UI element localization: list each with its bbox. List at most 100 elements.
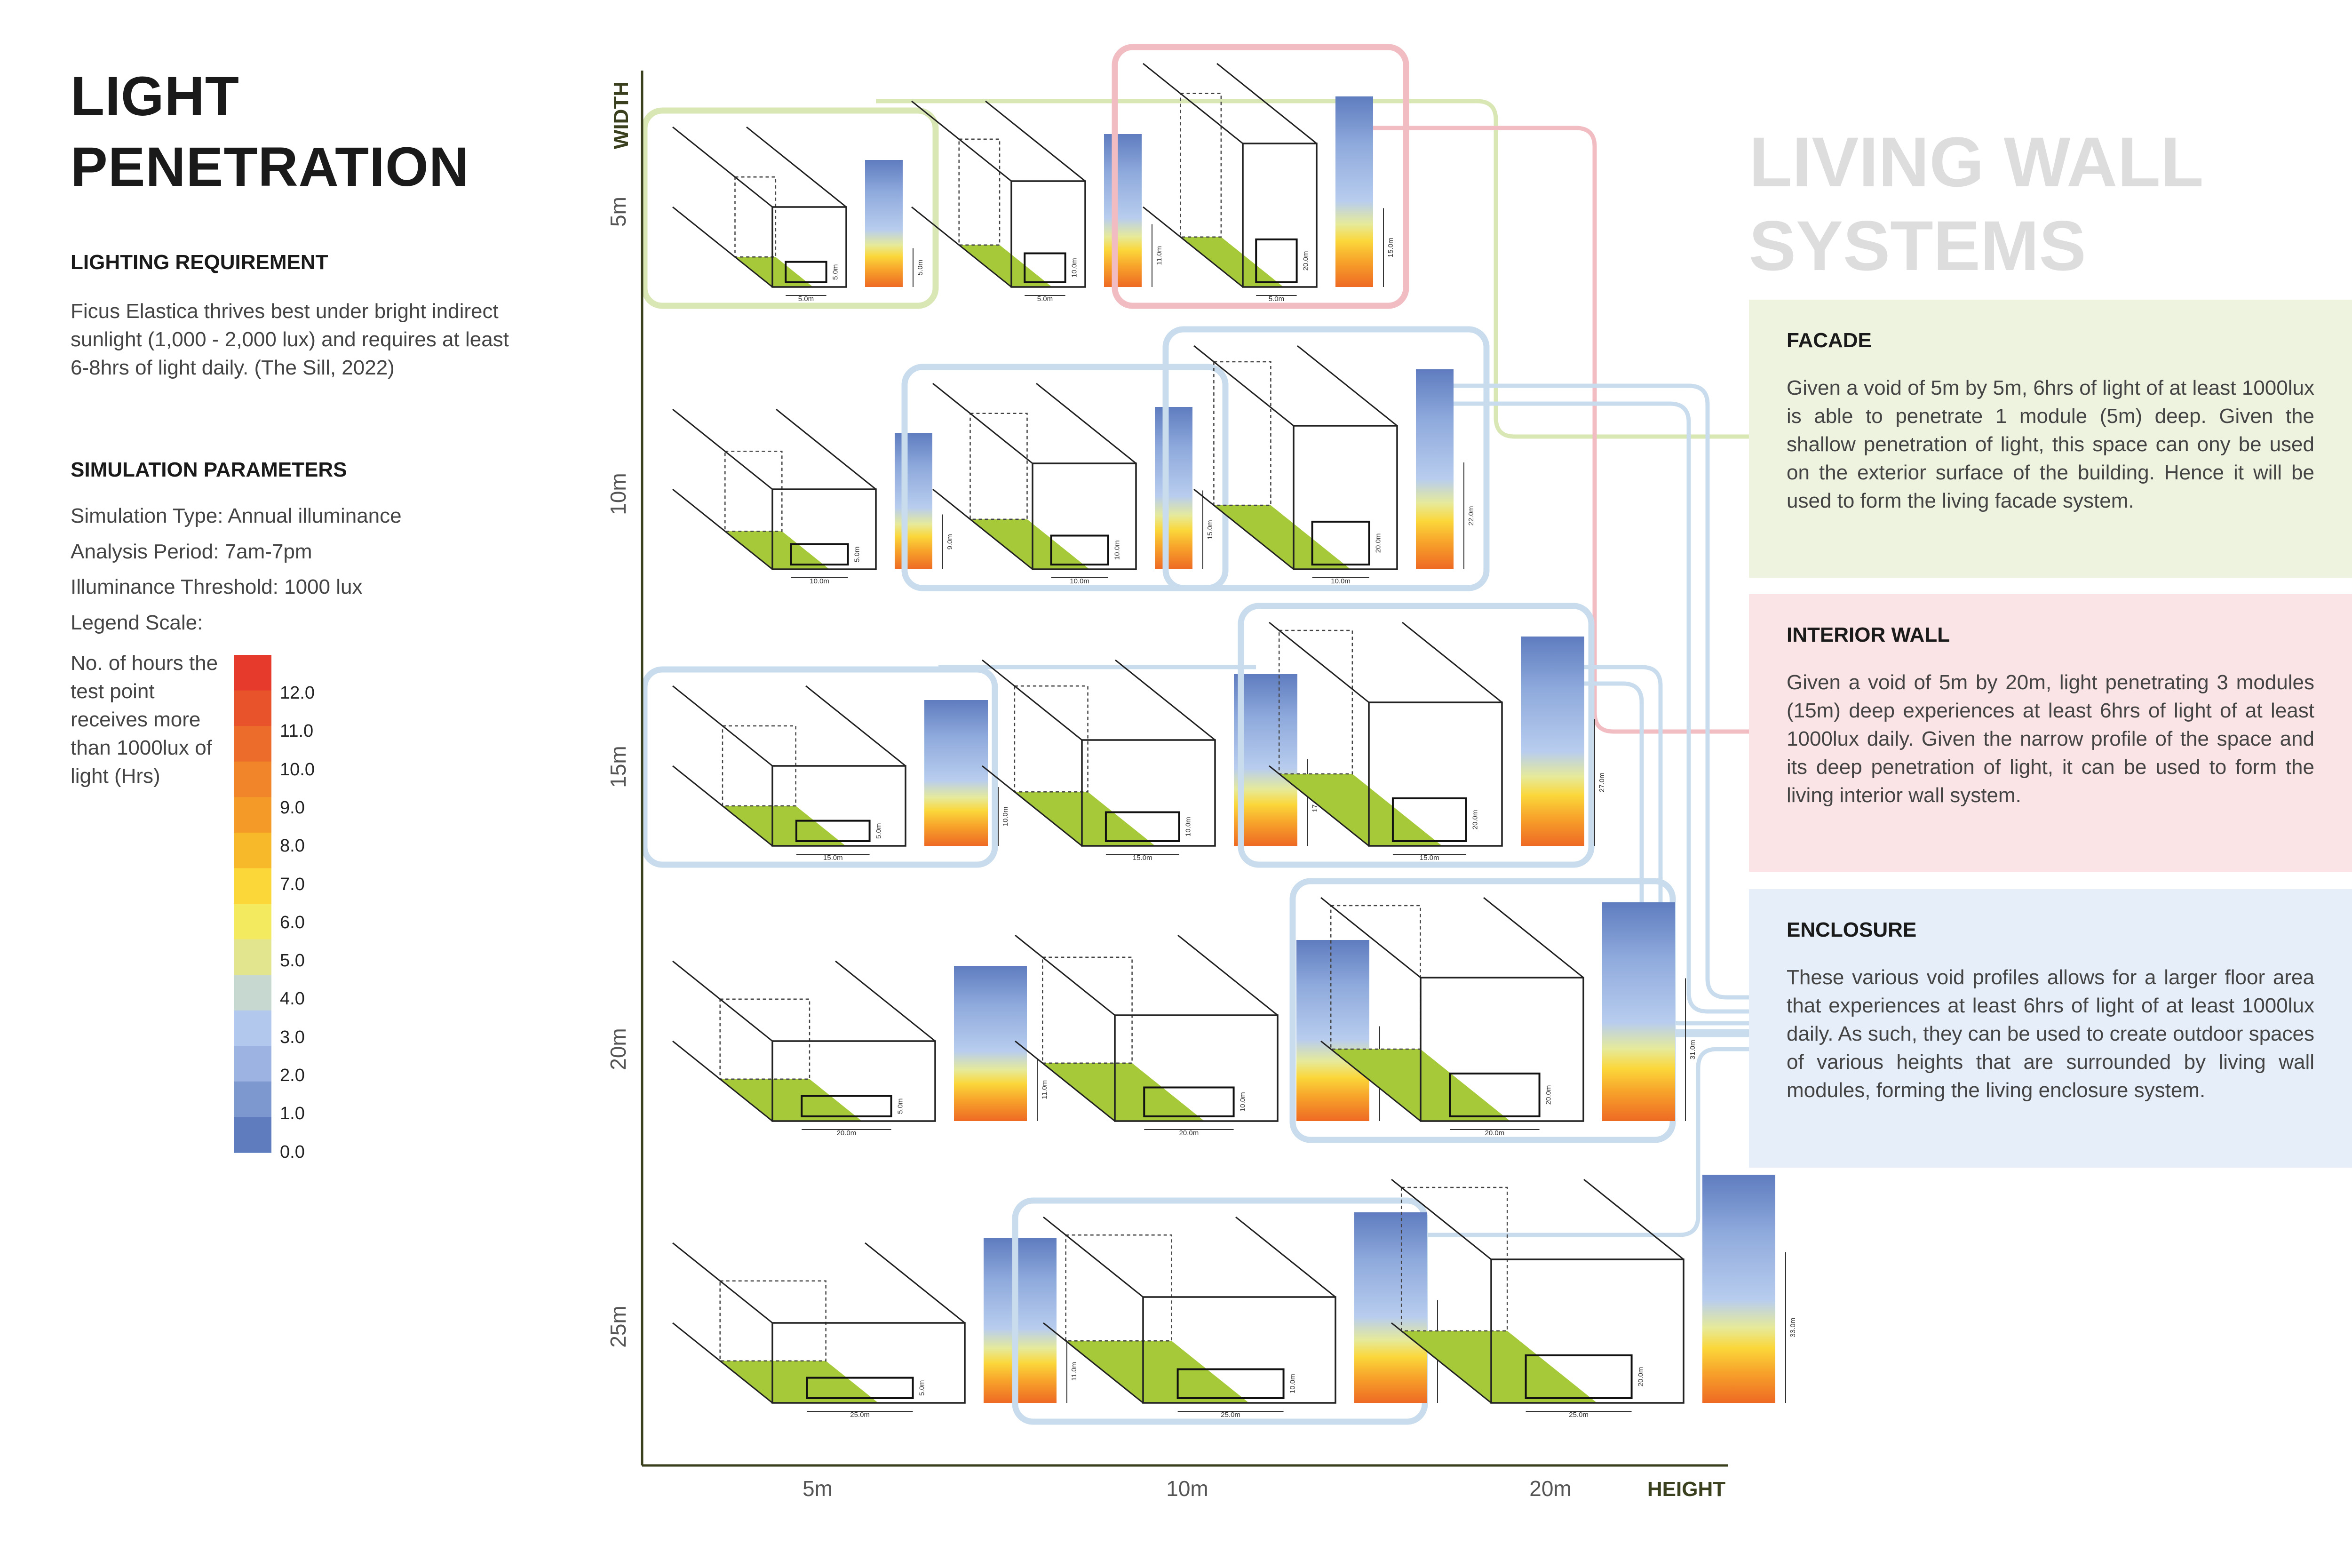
interior-wall-heading: INTERIOR WALL	[1787, 623, 1950, 646]
x-axis-label: 10m	[1166, 1476, 1208, 1501]
box-edge	[1269, 765, 1369, 847]
illuminance-heatmap	[1335, 96, 1373, 287]
legend-swatch	[234, 690, 271, 726]
connector-lines	[876, 99, 1749, 1237]
page-title-line-1: LIGHT	[71, 65, 239, 127]
depth-label: 11.0m	[1041, 1080, 1049, 1099]
interior-wall-text: Given a void of 5m by 20m, light penetra…	[1787, 671, 2314, 807]
y-axis-label: 25m	[606, 1305, 630, 1347]
legend-label: 8.0	[280, 836, 305, 856]
penetration-outline	[719, 998, 810, 1080]
void-cell: 20.0m 20.0m 31.0m	[1289, 878, 1697, 1143]
legend-label: 0.0	[280, 1142, 305, 1162]
lighting-requirement-heading: LIGHTING REQUIREMENT	[71, 251, 328, 274]
legend-swatch	[234, 832, 271, 869]
legend-swatch	[234, 939, 271, 975]
height-label: 5.0m	[875, 823, 883, 839]
illuminance-heatmap	[1521, 637, 1584, 846]
illuminance-heatmap	[1234, 674, 1297, 846]
page-title-line-2: PENETRATION	[71, 136, 469, 198]
void-opening	[1525, 1354, 1633, 1399]
depth-label: 15.0m	[1387, 238, 1395, 257]
depth-label: 27.0m	[1598, 772, 1606, 792]
box-edge	[1269, 621, 1369, 703]
legend-label: 5.0	[280, 951, 305, 971]
illuminance-heatmap	[1155, 407, 1192, 569]
diagram-cells: 5.0m5.0m 5.0m5.0m10.0m11.0m5.0m20.0m15.0m…	[641, 44, 1797, 1425]
box-edge	[911, 100, 1012, 182]
height-label: 5.0m	[897, 1098, 905, 1114]
lit-floor-area	[1279, 774, 1442, 846]
box-edge	[672, 1040, 773, 1122]
legend-label: 6.0	[280, 912, 305, 932]
box-edge	[672, 765, 773, 847]
box-front-face	[771, 1322, 966, 1404]
width-label: 20.0m	[837, 1129, 857, 1137]
void-opening	[806, 1377, 914, 1400]
width-label: 15.0m	[1420, 854, 1439, 862]
y-axis-label: 5m	[606, 197, 630, 227]
box-front-face	[1142, 1296, 1336, 1404]
box-front-face	[1010, 180, 1086, 288]
box-front-face	[1242, 143, 1318, 288]
pink-highlight-frame	[1112, 44, 1409, 309]
box-edge	[985, 100, 1086, 182]
sim-param-period: Analysis Period: 7am-7pm	[71, 540, 312, 563]
box-edge	[1391, 1322, 1492, 1404]
void-cell: 15.0m 20.0m 27.0m	[1238, 603, 1606, 868]
void-opening	[1449, 1072, 1541, 1117]
depth-label: 11.0m	[1155, 246, 1163, 265]
box-front-face	[1114, 1014, 1279, 1122]
connector-line	[1441, 383, 1749, 1000]
void-opening	[1143, 1086, 1235, 1117]
width-label: 10.0m	[1070, 577, 1089, 585]
box-front-face	[771, 765, 906, 847]
lit-floor-area	[1014, 792, 1155, 846]
box-edge	[1483, 897, 1584, 979]
box-front-face	[1368, 701, 1503, 847]
void-opening	[1050, 534, 1109, 565]
illuminance-heatmap	[984, 1238, 1057, 1403]
legend-label: 10.0	[280, 759, 315, 780]
living-wall-title-line-1: LIVING WALL	[1749, 122, 2204, 201]
legend-swatch	[234, 726, 271, 762]
box-edge	[746, 126, 847, 208]
height-label: 20.0m	[1375, 533, 1383, 553]
legend-color-bar	[234, 655, 271, 1153]
depth-label: 9.0m	[946, 534, 954, 549]
legend-label: 11.0	[280, 721, 314, 741]
void-opening	[1104, 811, 1180, 842]
lit-floor-area	[720, 1079, 862, 1121]
box-front-face	[771, 488, 877, 570]
box-edge	[911, 206, 1012, 288]
depth-label: 11.0m	[1070, 1362, 1078, 1381]
width-label: 5.0m	[798, 295, 814, 303]
box-edge	[805, 685, 906, 767]
box-edge	[1015, 934, 1115, 1016]
void-cell: 25.0m 20.0m 33.0m	[1391, 1175, 1797, 1419]
legend-swatch	[234, 868, 271, 904]
legend-label: 4.0	[280, 989, 305, 1009]
height-label: 20.0m	[1637, 1367, 1645, 1387]
box-edge	[865, 1242, 965, 1324]
void-opening	[1024, 252, 1066, 283]
void-cell: 10.0m 5.0m 9.0m	[672, 408, 954, 585]
box-edge	[1143, 206, 1243, 288]
height-label: 10.0m	[1239, 1092, 1247, 1112]
enclosure-text: These various void profiles allows for a…	[1787, 966, 2314, 1102]
void-cell: 20.0m 5.0m 11.0m	[672, 960, 1049, 1137]
x-axis-label: 20m	[1529, 1476, 1571, 1501]
box-front-face	[771, 206, 847, 288]
living-wall-title-line-2: SYSTEMS	[1749, 206, 2086, 285]
penetration-outline	[1278, 629, 1353, 775]
x-axis-label: 5m	[803, 1476, 833, 1501]
box-edge	[672, 1322, 773, 1404]
illuminance-heatmap	[924, 700, 988, 846]
lit-floor-area	[1401, 1331, 1597, 1403]
x-axis-labels: 5m 10m 20m	[803, 1476, 1572, 1501]
box-edge	[672, 408, 773, 490]
box-edge	[1320, 1040, 1421, 1122]
legend-swatch	[234, 1010, 271, 1046]
width-label: 25.0m	[1569, 1411, 1589, 1419]
